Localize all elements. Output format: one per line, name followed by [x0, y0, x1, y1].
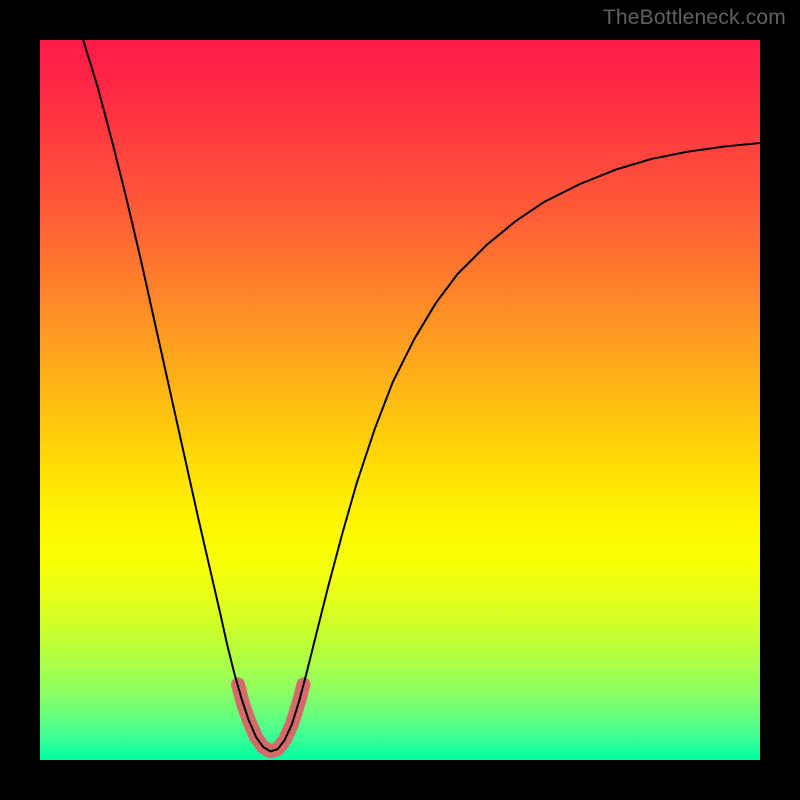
figure-container: TheBottleneck.com — [0, 0, 800, 800]
plot-area-background — [40, 40, 760, 760]
watermark-text: TheBottleneck.com — [603, 6, 786, 30]
bottleneck-chart — [0, 0, 800, 800]
